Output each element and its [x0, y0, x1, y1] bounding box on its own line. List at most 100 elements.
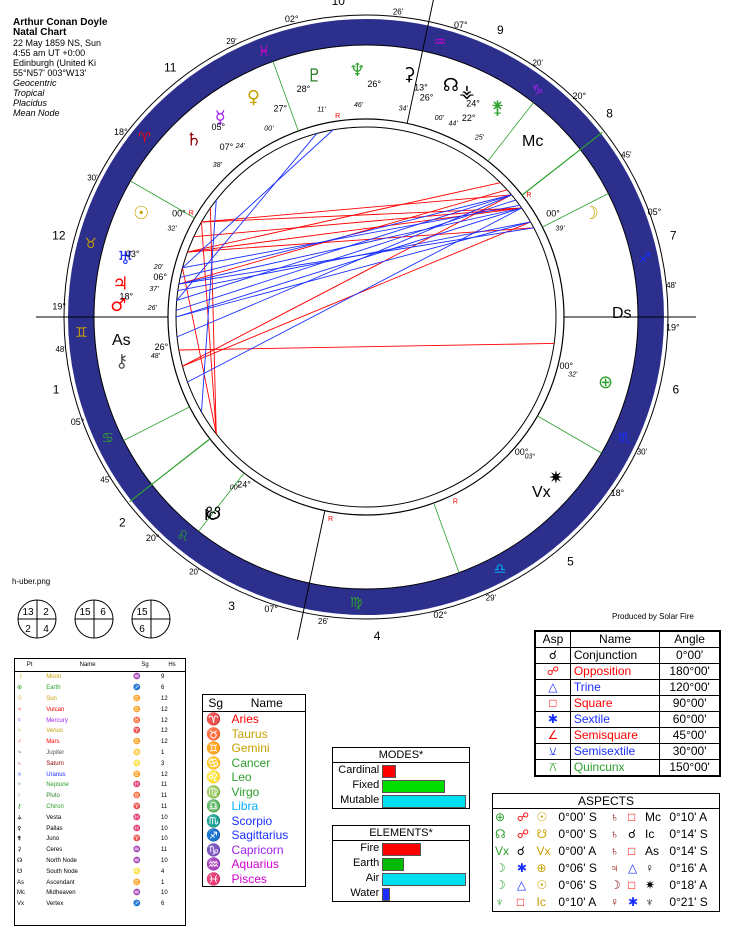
legend-hs: 10 — [160, 857, 168, 864]
legend-row: ⊕ Earth ♐ 6 — [15, 683, 185, 694]
planet-degree: 07° — [220, 142, 234, 152]
planet-degree: 00° — [560, 361, 574, 371]
aspect-p1: ⊕ — [495, 810, 506, 824]
planet-glyph: ☊ — [443, 75, 459, 96]
aspect-legend-angle: 120°00' — [659, 679, 720, 696]
planet-glyph: ♇ — [306, 65, 322, 86]
sign-name: Leo — [231, 770, 252, 785]
aspect-line-red — [182, 267, 217, 435]
legend-row: Mc Midheaven ♒ 10 — [15, 888, 185, 899]
legend-sg: ♉ — [133, 717, 141, 724]
zodiac-sign-glyph: ♏ — [618, 430, 631, 446]
legend-sg: ♓ — [133, 814, 141, 821]
planet-glyph: ⚵ — [491, 98, 504, 119]
zodiac-sign-glyph: ♐ — [638, 251, 651, 267]
bar-fill — [381, 843, 421, 856]
descendant-label: Ds — [612, 305, 632, 322]
legend-hs: 1 — [160, 879, 165, 886]
sign-row: ♍ Virgo — [203, 785, 305, 800]
house-number: 1 — [53, 383, 60, 397]
legend-row: Vx Vertex ♐ 6 — [15, 899, 185, 910]
legend-name: Juno — [46, 836, 60, 843]
legend-hs: 11 — [160, 847, 168, 854]
aspect-line-blue — [176, 194, 512, 301]
bar-fill — [381, 858, 405, 871]
legend-row: ☿ Mercury ♉ 12 — [15, 715, 185, 726]
sign-legend-table: Sg Name ♈ Aries ♉ Taurus ♊ Gemini ♋ Cancer ♌ Leo ♍… — [202, 694, 306, 887]
legend-hs: 11 — [160, 793, 168, 800]
legend-pt: As — [17, 879, 25, 886]
aspect-row: ♆ □ Ic 0°10' A ♀ ✱ ♆ 0°21' S — [493, 894, 719, 911]
cusp-minute: 29' — [486, 593, 497, 602]
legend-name: Pallas — [46, 825, 63, 832]
legend-pt: ⚵ — [17, 836, 22, 843]
bar-row: Cardinal — [333, 763, 469, 778]
legend-pt: ♄ — [17, 760, 22, 767]
planet-glyph: ☿ — [215, 107, 226, 128]
house-number: 5 — [567, 555, 574, 569]
house-number: 3 — [228, 599, 235, 613]
node-type: Mean Node — [13, 108, 60, 118]
quadrant-count: 2 — [25, 624, 31, 635]
legend-hs: 10 — [160, 836, 168, 843]
cusp-degree: 02° — [433, 610, 447, 620]
aspect-orb: 0°06' S — [558, 861, 597, 875]
cusp-minute: 20' — [189, 568, 200, 577]
aspect-asp2: ☌ — [627, 827, 636, 841]
aspect-legend-name: Quincunx — [569, 759, 661, 776]
cusp-minute: 48' — [55, 345, 66, 354]
legend-name: Uranus — [46, 771, 66, 778]
aspect-p1: ☊ — [495, 827, 506, 841]
zodiac-sign-glyphs: ♓ ♈ ♉ ♊ ♋ ♌ ♍ ♎ ♏ ♐ ♑ ♒ — [75, 35, 651, 611]
sign-row: ♌ Leo — [203, 770, 305, 785]
birth-date: 22 May 1859 NS, Sun — [13, 38, 102, 48]
legend-row: ♃ Vulcan ♊ 12 — [15, 704, 185, 715]
sign-name: Pisces — [231, 871, 267, 886]
sign-glyph: ♒ — [206, 857, 221, 872]
planet-degree: 28° — [297, 84, 311, 94]
aspect-q1: ♃ — [610, 861, 619, 875]
cusp-degree-labels: 19° 48' 05° 45' 20° 20' 07° 26' 02° 29' 18° 30' 19° 4… — [52, 8, 680, 626]
bar-row: Water — [333, 886, 469, 901]
bar-row: Mutable — [333, 793, 469, 808]
legend-pt: ⚷ — [17, 803, 22, 810]
legend-row: ♅ Uranus ♊ 12 — [15, 769, 185, 780]
quadrant-count: 15 — [136, 607, 148, 618]
aspect-legend-row: ✱ Sextile 60°00' — [535, 711, 720, 728]
ascendant-label: As — [112, 332, 131, 349]
retrograde-mark: R — [335, 113, 340, 120]
planet-degree: 24° — [237, 480, 251, 490]
sign-glyph: ♑ — [206, 842, 221, 857]
aspect-q2: ♆ — [645, 895, 655, 909]
planet-minute: 39' — [555, 226, 565, 233]
legend-sg: ♓ — [133, 825, 141, 832]
sign-row: ♎ Libra — [203, 799, 305, 814]
planet-minute: 44' — [448, 121, 458, 128]
aspect-asp2: ✱ — [627, 895, 638, 909]
legend-hs: 6 — [160, 685, 165, 692]
legend-header-sg: Sg — [131, 659, 159, 672]
house-number: 7 — [670, 229, 677, 243]
bar-row: Earth — [333, 856, 469, 871]
planet-degree: 00° — [172, 208, 186, 218]
sign-glyph: ♋ — [206, 755, 221, 770]
aspect-legend-row: ⚻ Quincunx 150°00' — [535, 759, 720, 776]
cusp-degree: 05° — [71, 417, 85, 427]
legend-pt: ♆ — [17, 782, 22, 789]
aspect-orb2: 0°16' A — [669, 861, 708, 875]
bar-fill — [381, 765, 397, 778]
legend-hs: 12 — [160, 771, 168, 778]
aspect-legend-angle: 90°00' — [659, 695, 720, 712]
sign-row: ♉ Taurus — [203, 727, 305, 742]
sign-row: ♏ Scorpio — [203, 814, 305, 829]
legend-sg: ♐ — [133, 685, 141, 692]
aspect-legend-glyph: ⚺ — [535, 743, 571, 760]
elements-box: ELEMENTS* Fire Earth Air Water — [332, 825, 470, 902]
planet-glyph: ⚶ — [459, 81, 474, 102]
legend-row: ☽ Moon ♒ 9 — [15, 672, 185, 683]
legend-pt: ⊕ — [17, 685, 23, 692]
planet-minute: 00' — [435, 115, 445, 122]
house-number: 9 — [497, 23, 504, 37]
aspect-legend-row: ☌ Conjunction 0°00' — [535, 647, 720, 664]
legend-name: Vertex — [46, 901, 64, 908]
